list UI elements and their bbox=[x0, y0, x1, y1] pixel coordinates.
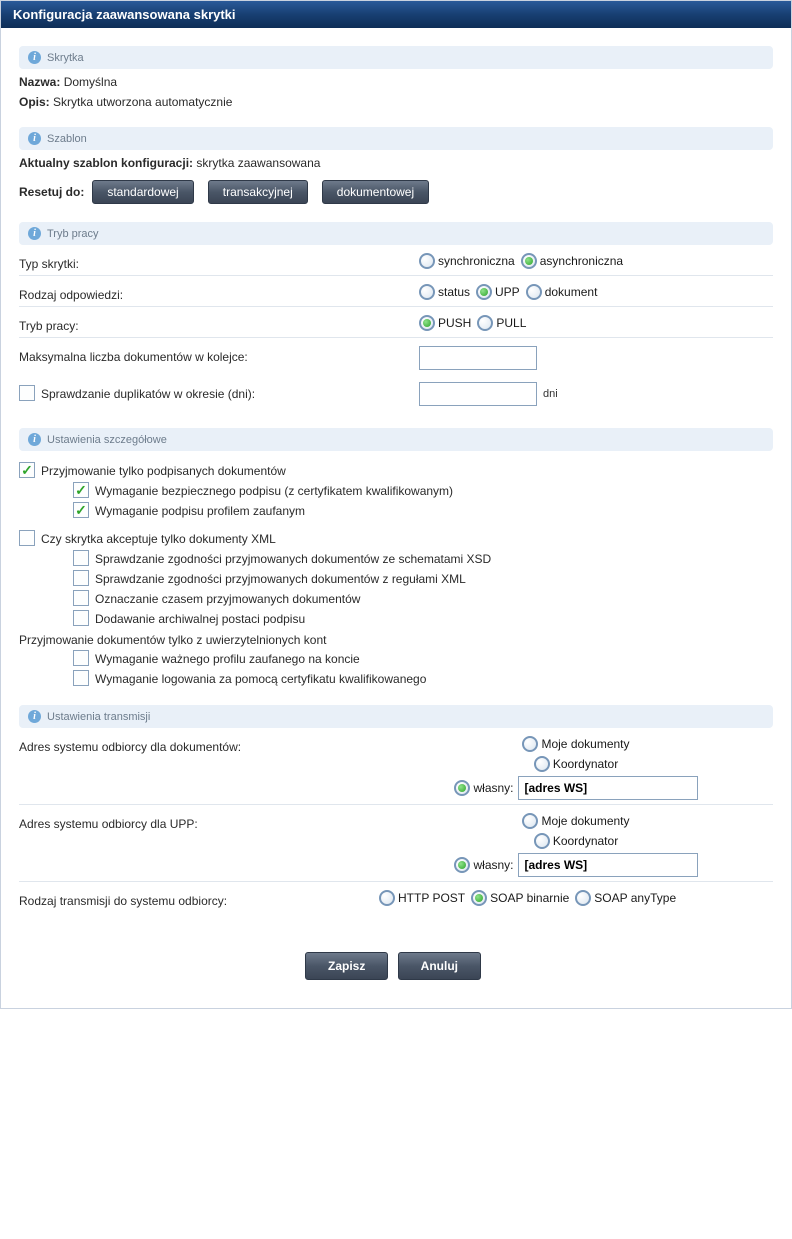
max-docs-input[interactable] bbox=[419, 346, 537, 370]
reset-label: Resetuj do: bbox=[19, 185, 84, 199]
radio-upp[interactable] bbox=[476, 284, 492, 300]
save-button[interactable]: Zapisz bbox=[305, 952, 388, 980]
radio-upp-moje[interactable] bbox=[522, 813, 538, 829]
typ-skrytki-label: Typ skrytki: bbox=[19, 253, 419, 271]
current-template-line: Aktualny szablon konfiguracji: skrytka z… bbox=[19, 156, 773, 170]
opis-line: Opis: Skrytka utworzona automatycznie bbox=[19, 95, 773, 109]
tryb-pracy-label: Tryb pracy: bbox=[19, 315, 419, 333]
info-icon: i bbox=[28, 227, 41, 240]
info-icon: i bbox=[28, 132, 41, 145]
check-duplicates[interactable] bbox=[19, 385, 35, 401]
check-timestamp[interactable] bbox=[73, 590, 89, 606]
section-tryb-header: i Tryb pracy bbox=[19, 222, 773, 245]
xsd-label: Sprawdzanie zgodności przyjmowanych doku… bbox=[95, 552, 491, 566]
valid-trusted-profile-label: Wymaganie ważnego profilu zaufanego na k… bbox=[95, 652, 360, 666]
radio-docs-koord[interactable] bbox=[534, 756, 550, 772]
trusted-profile-sig-label: Wymaganie podpisu profilem zaufanym bbox=[95, 504, 305, 518]
window-title: Konfiguracja zaawansowana skrytki bbox=[1, 1, 791, 28]
auth-accounts-line: Przyjmowanie dokumentów tylko z uwierzyt… bbox=[19, 633, 773, 647]
reset-dokumentowej-button[interactable]: dokumentowej bbox=[322, 180, 429, 204]
radio-pull[interactable] bbox=[477, 315, 493, 331]
duplicates-days-input[interactable] bbox=[419, 382, 537, 406]
reset-transakcyjnej-button[interactable]: transakcyjnej bbox=[208, 180, 308, 204]
duplicates-label: Sprawdzanie duplikatów w okresie (dni): bbox=[41, 387, 255, 401]
rodzaj-transmisji-label: Rodzaj transmisji do systemu odbiorcy: bbox=[19, 890, 379, 908]
dni-suffix: dni bbox=[543, 388, 558, 400]
check-signed-only[interactable] bbox=[19, 462, 35, 478]
radio-status[interactable] bbox=[419, 284, 435, 300]
check-safe-signature[interactable] bbox=[73, 482, 89, 498]
info-icon: i bbox=[28, 433, 41, 446]
upp-addr-label: Adres systemu odbiorcy dla UPP: bbox=[19, 813, 379, 831]
archive-sig-label: Dodawanie archiwalnej postaci podpisu bbox=[95, 612, 305, 626]
check-xsd[interactable] bbox=[73, 550, 89, 566]
radio-docs-wlasny[interactable] bbox=[454, 780, 470, 796]
check-archive-sig[interactable] bbox=[73, 610, 89, 626]
docs-addr-label: Adres systemu odbiorcy dla dokumentów: bbox=[19, 736, 379, 754]
section-trans-header: i Ustawienia transmisji bbox=[19, 705, 773, 728]
upp-own-addr-input[interactable] bbox=[518, 853, 698, 877]
check-cert-login[interactable] bbox=[73, 670, 89, 686]
radio-soap-binarnie[interactable] bbox=[471, 890, 487, 906]
radio-dokument[interactable] bbox=[526, 284, 542, 300]
reset-standard-button[interactable]: standardowej bbox=[92, 180, 193, 204]
check-valid-trusted-profile[interactable] bbox=[73, 650, 89, 666]
radio-soap-anytype[interactable] bbox=[575, 890, 591, 906]
cert-login-label: Wymaganie logowania za pomocą certyfikat… bbox=[95, 672, 426, 686]
radio-synchroniczna[interactable] bbox=[419, 253, 435, 269]
rodzaj-odpowiedzi-label: Rodzaj odpowiedzi: bbox=[19, 284, 419, 302]
radio-asynchroniczna[interactable] bbox=[521, 253, 537, 269]
check-xml-only[interactable] bbox=[19, 530, 35, 546]
radio-upp-wlasny[interactable] bbox=[454, 857, 470, 873]
radio-http-post[interactable] bbox=[379, 890, 395, 906]
section-skrytka-header: i Skrytka bbox=[19, 46, 773, 69]
docs-own-addr-input[interactable] bbox=[518, 776, 698, 800]
check-trusted-profile-sig[interactable] bbox=[73, 502, 89, 518]
xml-rules-label: Sprawdzanie zgodności przyjmowanych doku… bbox=[95, 572, 466, 586]
radio-push[interactable] bbox=[419, 315, 435, 331]
info-icon: i bbox=[28, 51, 41, 64]
xml-only-label: Czy skrytka akceptuje tylko dokumenty XM… bbox=[41, 532, 276, 546]
cancel-button[interactable]: Anuluj bbox=[398, 952, 481, 980]
timestamp-label: Oznaczanie czasem przyjmowanych dokument… bbox=[95, 592, 360, 606]
nazwa-line: Nazwa: Domyślna bbox=[19, 75, 773, 89]
section-detail-header: i Ustawienia szczegółowe bbox=[19, 428, 773, 451]
signed-only-label: Przyjmowanie tylko podpisanych dokumentó… bbox=[41, 464, 286, 478]
max-docs-label: Maksymalna liczba dokumentów w kolejce: bbox=[19, 346, 419, 364]
safe-signature-label: Wymaganie bezpiecznego podpisu (z certyf… bbox=[95, 484, 453, 498]
info-icon: i bbox=[28, 710, 41, 723]
radio-upp-koord[interactable] bbox=[534, 833, 550, 849]
radio-docs-moje[interactable] bbox=[522, 736, 538, 752]
section-szablon-header: i Szablon bbox=[19, 127, 773, 150]
check-xml-rules[interactable] bbox=[73, 570, 89, 586]
